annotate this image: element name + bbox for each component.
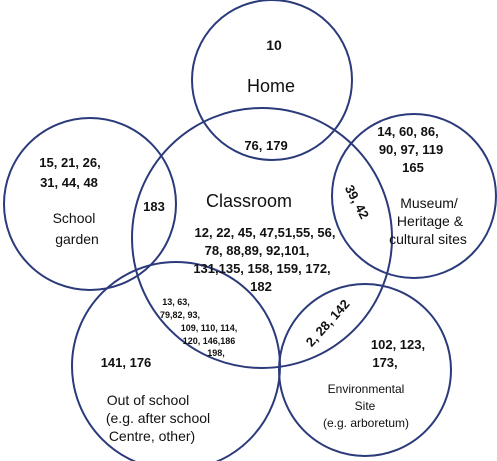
environmental-label-2: Site — [355, 399, 376, 413]
home-label: Home — [247, 76, 295, 96]
school-garden-label-1: School — [53, 210, 96, 226]
out-classroom-overlap-3: 109, 110, 114, — [181, 323, 238, 333]
out-of-school-numbers: 141, 176 — [101, 355, 152, 370]
environmental-label-3: (e.g. arboretum) — [323, 416, 409, 430]
classroom-numbers-3: 131,135, 158, 159, 172, — [193, 261, 330, 276]
classroom-numbers-4: 182 — [250, 279, 272, 294]
home-classroom-overlap: 76, 179 — [244, 138, 287, 153]
out-classroom-overlap-2: 79,82, 93, — [160, 310, 200, 320]
school-garden-label-2: garden — [55, 231, 99, 247]
school-garden-numbers-1: 15, 21, 26, — [39, 155, 100, 170]
out-of-school-label-3: Centre, other) — [109, 428, 195, 444]
museum-label-1: Museum/ — [400, 195, 458, 211]
environmental-numbers-2: 173, — [372, 355, 397, 370]
museum-label-3: cultural sites — [389, 231, 467, 247]
museum-circle — [331, 113, 497, 279]
garden-classroom-overlap: 183 — [143, 199, 165, 214]
out-of-school-label-1: Out of school — [107, 392, 190, 408]
school-garden-circle — [3, 117, 177, 291]
classroom-numbers-1: 12, 22, 45, 47,51,55, 56, — [195, 225, 336, 240]
classroom-circle — [131, 107, 393, 369]
out-classroom-overlap-1: 13, 63, — [162, 297, 190, 307]
classroom-numbers-2: 78, 88,89, 92,101, — [205, 243, 310, 258]
museum-label-2: Heritage & — [397, 213, 464, 229]
museum-numbers-2: 90, 97, 119 — [379, 142, 443, 157]
out-of-school-label-2: (e.g. after school — [106, 410, 210, 426]
home-circle — [191, 0, 353, 161]
environmental-label-1: Environmental — [328, 382, 405, 396]
school-garden-numbers-2: 31, 44, 48 — [40, 175, 98, 190]
museum-numbers-3: 165 — [402, 160, 424, 175]
environmental-numbers-1: 102, 123, — [371, 337, 425, 352]
museum-numbers-1: 14, 60, 86, — [377, 124, 438, 139]
out-classroom-overlap-5: 198, — [207, 348, 225, 358]
environmental-site-circle — [278, 283, 452, 457]
out-classroom-overlap-4: 120, 146,186 — [183, 336, 236, 346]
classroom-label: Classroom — [206, 191, 292, 211]
home-number: 10 — [266, 37, 282, 53]
